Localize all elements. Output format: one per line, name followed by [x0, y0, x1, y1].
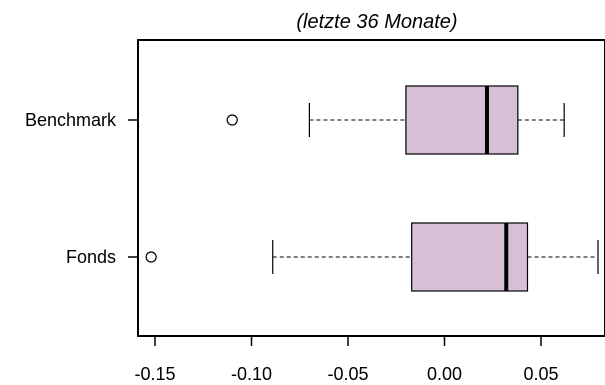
x-axis: -0.15 -0.10 -0.05 0.00 0.05: [134, 336, 559, 384]
box-group: [145, 85, 599, 292]
box-benchmark: [226, 85, 565, 155]
outlier-point: [145, 251, 157, 263]
box-iqr: [411, 222, 529, 292]
chart-title: (letzte 36 Monate): [296, 11, 457, 33]
y-axis: Benchmark Fonds: [25, 110, 138, 267]
x-tick-label: -0.05: [327, 364, 368, 384]
category-label: Fonds: [66, 247, 116, 267]
box-iqr: [405, 85, 519, 155]
x-tick-label: 0.00: [427, 364, 462, 384]
x-tick-label: -0.15: [134, 364, 175, 384]
outlier-point: [226, 114, 238, 126]
x-tick-label: -0.10: [231, 364, 272, 384]
x-tick-label: 0.05: [523, 364, 558, 384]
category-label: Benchmark: [25, 110, 117, 130]
plot-frame: [137, 39, 605, 337]
box-fonds: [145, 222, 599, 292]
